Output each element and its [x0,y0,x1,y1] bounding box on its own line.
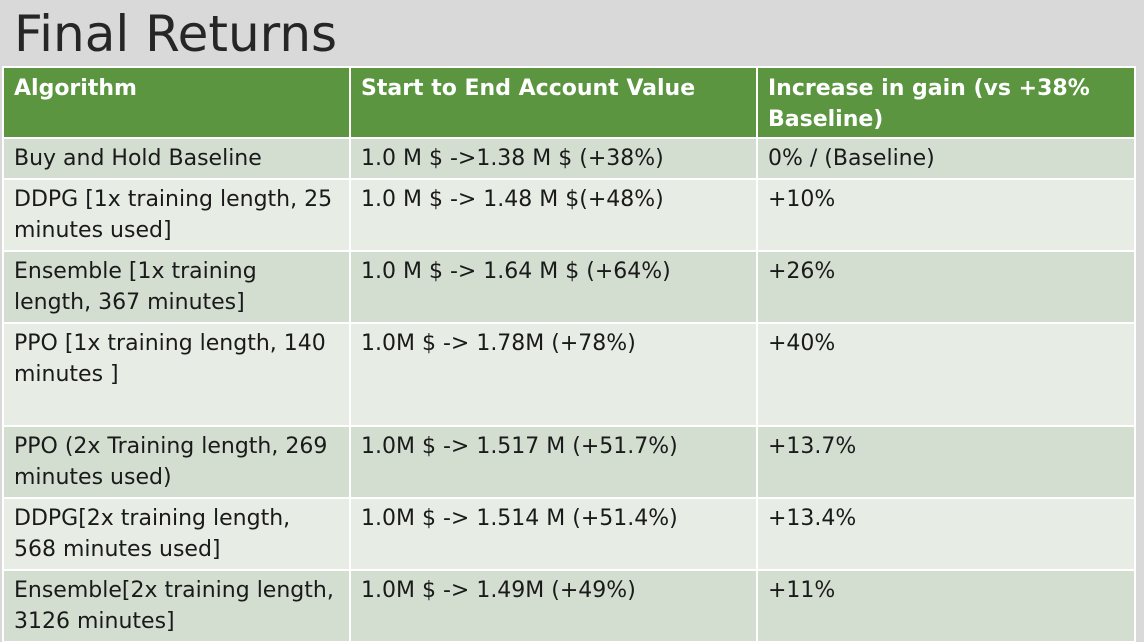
cell-increase: +11% [756,569,1136,642]
cell-account-value: 1.0 M $ -> 1.64 M $ (+64%) [349,250,758,324]
cell-account-value: 1.0 M $ -> 1.48 M $(+48%) [349,178,758,252]
table-row: DDPG[2x training length, 568 minutes use… [2,497,1136,571]
cell-algorithm: DDPG[2x training length, 568 minutes use… [2,497,351,571]
cell-increase: +13.7% [756,425,1136,499]
cell-algorithm: Ensemble[2x training length, 3126 minute… [2,569,351,642]
cell-algorithm: PPO (2x Training length, 269 minutes use… [2,425,351,499]
header-increase-in-gain: Increase in gain (vs +38% Baseline) [756,66,1136,139]
header-account-value: Start to End Account Value [349,66,758,139]
header-algorithm: Algorithm [2,66,351,139]
table-row: Ensemble[2x training length, 3126 minute… [2,569,1136,642]
cell-algorithm: Ensemble [1x training length, 367 minute… [2,250,351,324]
cell-account-value: 1.0M $ -> 1.517 M (+51.7%) [349,425,758,499]
table-row: DDPG [1x training length, 25 minutes use… [2,178,1136,252]
table-row: Ensemble [1x training length, 367 minute… [2,250,1136,324]
table-row: PPO [1x training length, 140 minutes ] 1… [2,322,1136,427]
cell-increase: +40% [756,322,1136,427]
cell-increase: +26% [756,250,1136,324]
cell-account-value: 1.0M $ -> 1.78M (+78%) [349,322,758,427]
cell-account-value: 1.0M $ -> 1.49M (+49%) [349,569,758,642]
cell-algorithm: Buy and Hold Baseline [2,137,351,180]
cell-increase: 0% / (Baseline) [756,137,1136,180]
table-header-row: Algorithm Start to End Account Value Inc… [2,66,1136,139]
cell-increase: +13.4% [756,497,1136,571]
cell-increase: +10% [756,178,1136,252]
cell-algorithm: DDPG [1x training length, 25 minutes use… [2,178,351,252]
slide-title: Final Returns [14,5,338,63]
table-row: Buy and Hold Baseline 1.0 M $ ->1.38 M $… [2,137,1136,180]
table-row: PPO (2x Training length, 269 minutes use… [2,425,1136,499]
cell-account-value: 1.0 M $ ->1.38 M $ (+38%) [349,137,758,180]
cell-account-value: 1.0M $ -> 1.514 M (+51.4%) [349,497,758,571]
cell-algorithm: PPO [1x training length, 140 minutes ] [2,322,351,427]
returns-table: Algorithm Start to End Account Value Inc… [2,66,1136,642]
